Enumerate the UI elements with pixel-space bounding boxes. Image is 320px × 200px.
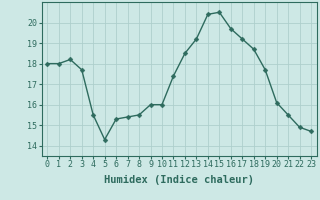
X-axis label: Humidex (Indice chaleur): Humidex (Indice chaleur) <box>104 175 254 185</box>
